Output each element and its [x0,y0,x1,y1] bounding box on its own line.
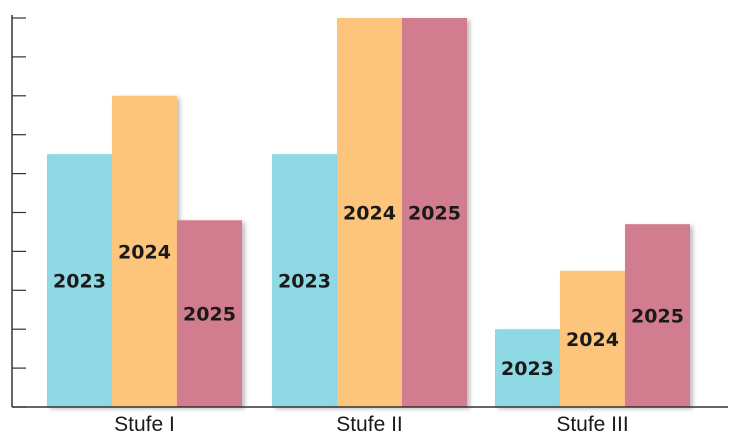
bar-stufe-ii-2023 [272,154,337,407]
bar-label-stufe-ii-2023: 2023 [278,271,331,293]
bar-stufe-iii-2023 [495,329,560,407]
bar-label-stufe-iii-2025: 2025 [631,306,684,328]
bars-group: 2023 2024 2025 2023 2024 2025 2023 2024 2025 [47,18,690,408]
bar-label-stufe-i-2024: 2024 [118,241,171,263]
bar-stufe-i-2025 [177,220,242,407]
bar-stufe-ii-2024 [337,18,402,407]
bar-label-stufe-ii-2024: 2024 [343,203,396,225]
axes-group [11,15,728,408]
bar-label-stufe-i-2025: 2025 [183,304,236,326]
category-label-stufe-ii: Stufe II [336,413,403,436]
bar-label-stufe-i-2023: 2023 [53,271,106,293]
category-label-stufe-iii: Stufe III [556,413,628,436]
bar-stufe-iii-2024 [560,270,625,407]
bar-label-stufe-ii-2025: 2025 [408,203,461,225]
bar-label-stufe-iii-2024: 2024 [566,329,619,351]
bar-label-stufe-iii-2023: 2023 [501,358,554,380]
category-labels: Stufe I Stufe II Stufe III [114,413,629,436]
bar-stufe-i-2023 [47,154,112,407]
category-label-stufe-i: Stufe I [114,413,175,436]
bar-stufe-iii-2025 [625,224,690,407]
bar-stufe-i-2024 [112,95,177,408]
y-ticks [12,17,26,408]
bar-stufe-ii-2025 [402,18,467,407]
